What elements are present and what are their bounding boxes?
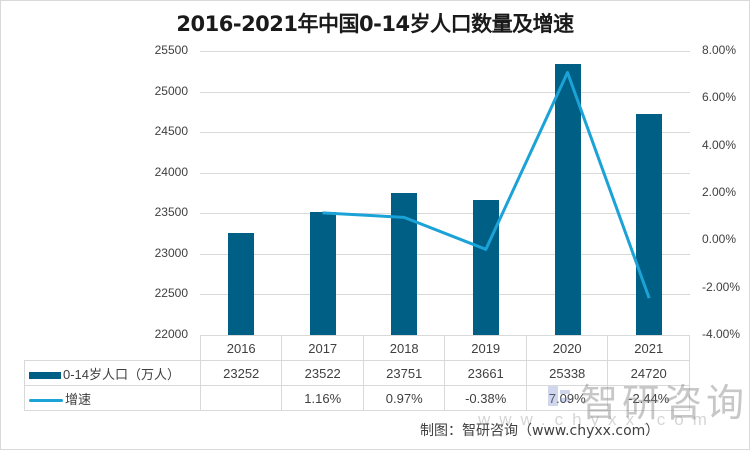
table-row-growth: 增速 1.16% 0.97% -0.38% 7.09% -2.44% — [24, 385, 690, 411]
table-cell: 23252 — [199, 360, 283, 386]
y-right-tick-label: 4.00% — [702, 138, 737, 152]
table-cell: 1.16% — [281, 385, 364, 411]
table-corner — [24, 335, 201, 361]
bar-2016 — [227, 233, 254, 335]
table-year-cell: 2018 — [362, 335, 446, 361]
line-legend-swatch-icon — [29, 398, 63, 402]
table-cell: -2.44% — [607, 385, 690, 411]
y-right-tick-label: -4.00% — [702, 327, 741, 341]
y-right-tick-label: 0.00% — [702, 232, 737, 246]
y-left-tick-label: 25000 — [154, 84, 188, 98]
y-right-tick-label: 6.00% — [702, 90, 737, 104]
table-year-cell: 2020 — [525, 335, 609, 361]
gridline — [200, 51, 690, 52]
table-cell — [199, 385, 283, 411]
table-cell: 23661 — [444, 360, 527, 386]
y-right-tick-label: 8.00% — [702, 43, 737, 57]
bar-2019 — [472, 200, 499, 335]
gridline — [200, 173, 690, 174]
y-left-tick-label: 24500 — [154, 124, 188, 138]
data-table: 2016 2017 2018 2019 2020 2021 0-14岁人口（万人… — [24, 335, 690, 411]
table-year-cell: 2019 — [444, 335, 527, 361]
bar-2020 — [554, 64, 581, 335]
table-cell: 24720 — [607, 360, 690, 386]
y-right-tick-label: -2.00% — [702, 280, 741, 294]
legend-label: 0-14岁人口（万人） — [63, 366, 181, 382]
y-left-tick-label: 23500 — [154, 205, 188, 219]
watermark-url: www.chyxx.com — [478, 410, 716, 429]
gridline — [200, 92, 690, 93]
gridline — [200, 254, 690, 255]
chart-title: 2016-2021年中国0-14岁人口数量及增速 — [176, 12, 574, 36]
table-cell: 23522 — [281, 360, 364, 386]
y-left-tick-label: 25500 — [154, 43, 188, 57]
bar-2017 — [309, 211, 336, 335]
y-left-tick-label: 24000 — [154, 165, 188, 179]
gridline — [200, 294, 690, 295]
legend-label: 增速 — [65, 391, 92, 407]
watermark-text: 智研咨询 — [580, 381, 749, 425]
bar-2021 — [636, 114, 663, 335]
y-left-tick-label: 22500 — [154, 286, 188, 300]
legend-growth: 增速 — [24, 385, 201, 411]
y-right-tick-label: 2.00% — [702, 185, 737, 199]
watermark-logo-icon — [548, 386, 570, 406]
table-cell: 0.97% — [362, 385, 446, 411]
table-year-cell: 2016 — [199, 335, 283, 361]
table-cell: 7.09% — [525, 385, 609, 411]
gridline — [200, 213, 690, 214]
gridline — [200, 132, 690, 133]
y-left-tick-label: 22000 — [154, 327, 188, 341]
table-cell: 25338 — [525, 360, 609, 386]
bar-legend-swatch-icon — [29, 371, 61, 379]
source-note: 制图：智研咨询（www.chyxx.com） — [420, 423, 660, 439]
y-left-tick-label: 23000 — [154, 246, 188, 260]
